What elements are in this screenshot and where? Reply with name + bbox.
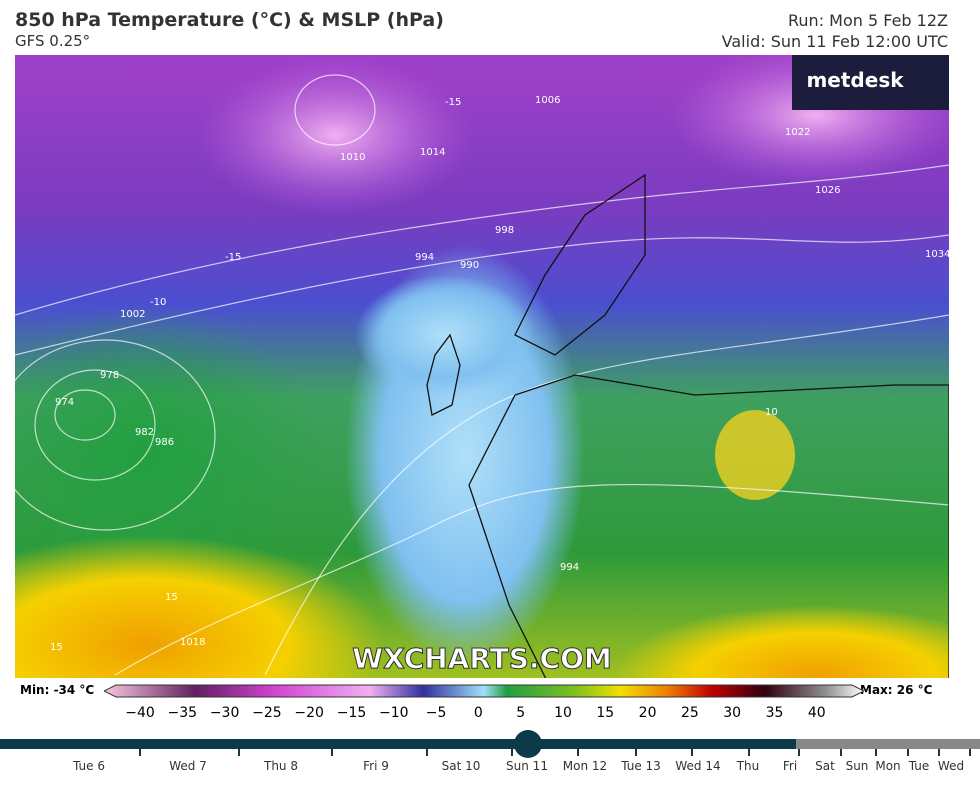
timeline-day[interactable]: Wed — [937, 759, 965, 773]
colorbar-tick-label: −30 — [209, 705, 240, 721]
timeline-tick — [139, 749, 141, 756]
map-label: -15 — [445, 97, 461, 108]
map-label: 1014 — [420, 147, 445, 158]
timeline-tick — [969, 749, 971, 756]
timeline-day[interactable]: Sat 10 — [441, 759, 481, 773]
colorbar-tick-label: −15 — [336, 705, 367, 721]
map-label: 1034 — [925, 249, 949, 260]
colorbar-tick-label: −5 — [425, 705, 447, 721]
colorbar — [104, 684, 864, 698]
timeline-day[interactable]: Wed 7 — [169, 759, 207, 773]
run-time: Run: Mon 5 Feb 12Z — [788, 11, 948, 30]
map-label: 15 — [165, 592, 178, 603]
title: 850 hPa Temperature (°C) & MSLP (hPa) — [15, 9, 444, 31]
timeline-tick — [511, 749, 513, 756]
max-label: Max: 26 °C — [860, 683, 933, 697]
timeline-tick — [798, 749, 800, 756]
colorbar-tick-label: 10 — [554, 705, 572, 721]
timeline-day[interactable]: Fri 9 — [363, 759, 389, 773]
map-label: 986 — [155, 437, 174, 448]
map-label: 974 — [55, 397, 74, 408]
colorbar-tick-label: 35 — [765, 705, 784, 721]
map-label: 1022 — [785, 127, 810, 138]
colorbar-tick-label: 30 — [723, 705, 742, 721]
colorbar-tick-label: 40 — [807, 705, 826, 721]
subtitle: GFS 0.25° — [15, 32, 91, 50]
map-label: 982 — [135, 427, 154, 438]
map-label: 994 — [560, 562, 579, 573]
timeline-day[interactable]: Fri — [782, 759, 798, 773]
colorbar-tick-label: 15 — [596, 705, 615, 721]
colorbar-tick-label: −35 — [167, 705, 198, 721]
timeline-tick — [748, 749, 750, 756]
min-label: Min: -34 °C — [20, 683, 95, 697]
colorbar-tick-label: −25 — [252, 705, 282, 721]
watermark: WXCHARTS.COM — [352, 642, 612, 675]
timeline-knob[interactable] — [514, 730, 542, 758]
timeline-day[interactable]: Thu 8 — [264, 759, 298, 773]
colorbar-tick-label: 5 — [516, 705, 526, 721]
timeline-tick — [691, 749, 693, 756]
timeline-tick — [577, 749, 579, 756]
map-label: 990 — [460, 260, 479, 271]
map-label: 1006 — [535, 95, 560, 106]
timeline-tick — [635, 749, 637, 756]
logo: metdesk — [806, 68, 904, 92]
map: 1006 998 994 990 1002 1014 1026 1034 978 974 98298… — [15, 55, 949, 678]
timeline-day[interactable]: Sun — [845, 759, 869, 773]
timeline-day[interactable]: Sun 11 — [506, 759, 548, 773]
timeline-day[interactable]: Tue — [908, 759, 930, 773]
map-label: 1026 — [815, 185, 840, 196]
timeline-day[interactable]: Mon 12 — [562, 759, 608, 773]
timeline-day[interactable]: Mon — [875, 759, 901, 773]
timeline-tick — [238, 749, 240, 756]
timeline-tick — [938, 749, 940, 756]
timeline-tick — [840, 749, 842, 756]
map-label: 1018 — [180, 637, 205, 648]
map-label: 978 — [100, 370, 119, 381]
map-label: 1002 — [120, 309, 145, 320]
timeline-elapsed — [0, 739, 796, 749]
map-label: 998 — [495, 225, 514, 236]
timeline-day[interactable]: Sat — [815, 759, 835, 773]
timeline-tick — [907, 749, 909, 756]
map-label: 994 — [415, 252, 434, 263]
timeline-tick — [331, 749, 333, 756]
colorbar-tick-label: 0 — [473, 705, 483, 721]
timeline-tick — [875, 749, 877, 756]
timeline-day[interactable]: Tue 13 — [621, 759, 661, 773]
colorbar-tick-label: 25 — [680, 705, 699, 721]
timeline-day[interactable]: Tue 6 — [73, 759, 105, 773]
timeline-day[interactable]: Wed 14 — [675, 759, 721, 773]
map-label: -10 — [150, 297, 166, 308]
map-label: -15 — [225, 252, 241, 263]
colorbar-tick-label: −20 — [294, 705, 324, 721]
timeline-remaining — [796, 739, 980, 749]
timeline-tick — [426, 749, 428, 756]
timeline-day[interactable]: Thu — [736, 759, 760, 773]
colorbar-tick-label: 20 — [638, 705, 657, 721]
colorbar-tick-label: −10 — [379, 705, 409, 721]
map-label: 10 — [765, 407, 778, 418]
map-label: 15 — [50, 642, 63, 653]
colorbar-tick-label: −40 — [125, 705, 155, 721]
valid-time: Valid: Sun 11 Feb 12:00 UTC — [721, 32, 948, 51]
map-label: 1010 — [340, 152, 365, 163]
